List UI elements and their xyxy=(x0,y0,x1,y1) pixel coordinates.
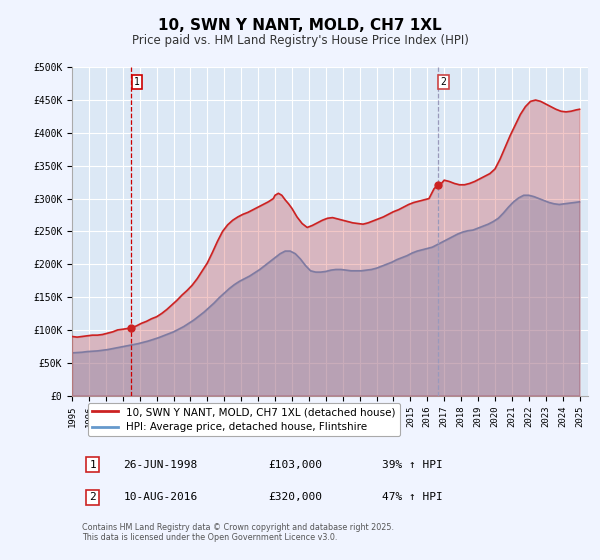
Text: 26-JUN-1998: 26-JUN-1998 xyxy=(124,460,198,470)
Text: Price paid vs. HM Land Registry's House Price Index (HPI): Price paid vs. HM Land Registry's House … xyxy=(131,34,469,47)
Legend: 10, SWN Y NANT, MOLD, CH7 1XL (detached house), HPI: Average price, detached hou: 10, SWN Y NANT, MOLD, CH7 1XL (detached … xyxy=(88,403,400,436)
Text: £103,000: £103,000 xyxy=(268,460,322,470)
Text: 2: 2 xyxy=(89,492,96,502)
Text: 10-AUG-2016: 10-AUG-2016 xyxy=(124,492,198,502)
Text: 1: 1 xyxy=(89,460,96,470)
Text: 47% ↑ HPI: 47% ↑ HPI xyxy=(382,492,442,502)
Text: 2: 2 xyxy=(440,77,446,87)
Text: Contains HM Land Registry data © Crown copyright and database right 2025.
This d: Contains HM Land Registry data © Crown c… xyxy=(82,522,394,542)
Text: 10, SWN Y NANT, MOLD, CH7 1XL: 10, SWN Y NANT, MOLD, CH7 1XL xyxy=(158,18,442,32)
Text: 1: 1 xyxy=(134,77,140,87)
Text: 39% ↑ HPI: 39% ↑ HPI xyxy=(382,460,442,470)
Text: £320,000: £320,000 xyxy=(268,492,322,502)
